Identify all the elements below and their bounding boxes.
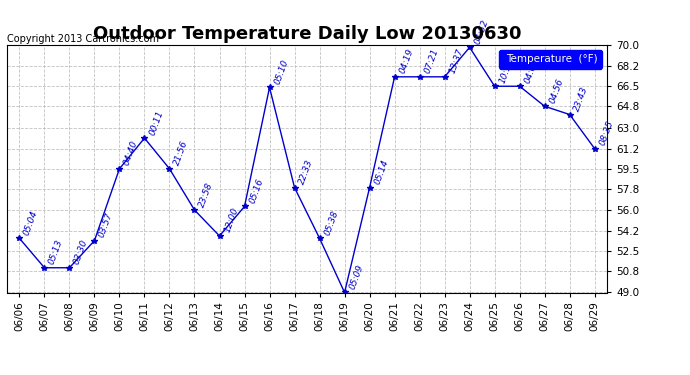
Text: 05:13: 05:13: [48, 238, 65, 266]
Text: 08:35: 08:35: [598, 119, 615, 147]
Text: 04:19: 04:19: [397, 48, 415, 75]
Text: 05:04: 05:04: [22, 209, 40, 237]
Text: 07:21: 07:21: [422, 48, 440, 75]
Text: 00:11: 00:11: [148, 109, 165, 136]
Text: 21:56: 21:56: [172, 140, 190, 167]
Text: 13:37: 13:37: [448, 48, 465, 75]
Text: 03:57: 03:57: [97, 211, 115, 239]
Text: 04:40: 04:40: [122, 140, 140, 167]
Text: 10:13: 10:13: [497, 57, 515, 84]
Text: 23:58: 23:58: [197, 181, 215, 208]
Text: Copyright 2013 Cartronics.com: Copyright 2013 Cartronics.com: [7, 34, 159, 44]
Text: 05:16: 05:16: [248, 177, 265, 205]
Text: 23:43: 23:43: [573, 85, 590, 113]
Text: 04:52: 04:52: [473, 18, 490, 46]
Text: 22:33: 22:33: [297, 158, 315, 186]
Title: Outdoor Temperature Daily Low 20130630: Outdoor Temperature Daily Low 20130630: [92, 26, 522, 44]
Legend: Temperature  (°F): Temperature (°F): [499, 50, 602, 69]
Text: 12:00: 12:00: [222, 207, 240, 234]
Text: 05:14: 05:14: [373, 158, 390, 186]
Text: 05:10: 05:10: [273, 58, 290, 86]
Text: 05:38: 05:38: [322, 209, 340, 237]
Text: 04:06: 04:06: [522, 57, 540, 84]
Text: 04:56: 04:56: [548, 77, 565, 105]
Text: 03:30: 03:30: [72, 238, 90, 266]
Text: 05:09: 05:09: [348, 263, 365, 291]
